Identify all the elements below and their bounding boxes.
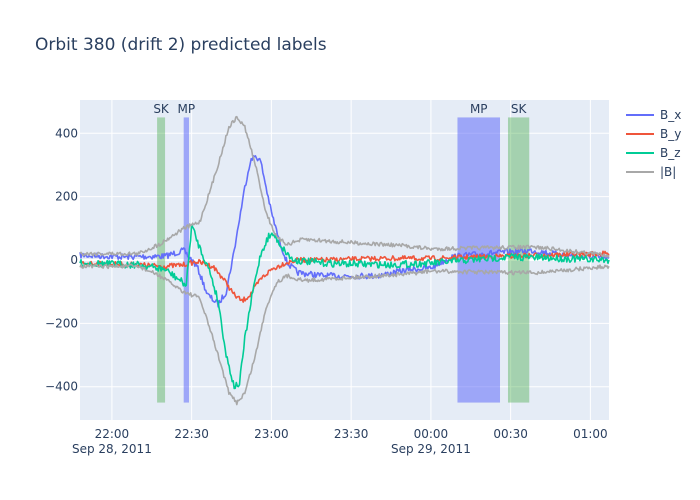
legend[interactable]: B_x B_y B_z |B|: [626, 108, 681, 179]
legend-item[interactable]: B_y: [626, 127, 681, 141]
y-tick-label: 200: [55, 190, 78, 204]
x-tick-label: 00:00: [414, 427, 449, 441]
x-tick-label: 01:00: [573, 427, 608, 441]
legend-item[interactable]: B_x: [626, 108, 681, 122]
series-lines: [79, 115, 610, 406]
series-line-by: [79, 250, 610, 303]
legend-label: B_y: [660, 127, 681, 141]
legend-item[interactable]: |B|: [626, 165, 676, 179]
region-label: SK: [511, 102, 528, 116]
x-tick-label: 22:00: [95, 427, 130, 441]
region-labels: SK MP MP SK: [153, 102, 527, 116]
y-tick-label: −400: [45, 380, 78, 394]
region-label: MP: [178, 102, 196, 116]
chart-title: Orbit 380 (drift 2) predicted labels: [35, 35, 327, 55]
x-tick-date-label: Sep 28, 2011: [72, 442, 152, 456]
series-line-b-magnitude-lower: [79, 263, 610, 406]
series-line-b: [79, 115, 610, 258]
y-tick-label: 0: [70, 253, 78, 267]
x-tick-date-label: Sep 29, 2011: [391, 442, 471, 456]
y-tick-label: −200: [45, 316, 78, 330]
y-tick-label: 400: [55, 126, 78, 140]
x-tick-label: 23:00: [254, 427, 289, 441]
x-tick-label: 22:30: [174, 427, 209, 441]
region-label: MP: [470, 102, 488, 116]
series-line-bz: [79, 223, 610, 390]
region-sk-band: [157, 117, 166, 403]
region-mp-band: [183, 117, 189, 403]
x-tick-label: 23:30: [334, 427, 369, 441]
y-axis: 400 200 0 −200 −400: [45, 126, 78, 393]
legend-item[interactable]: B_z: [626, 146, 681, 160]
legend-label: |B|: [660, 165, 676, 179]
region-label: SK: [153, 102, 170, 116]
legend-label: B_z: [660, 146, 681, 160]
legend-label: B_x: [660, 108, 681, 122]
region-sk-band: [507, 117, 530, 403]
x-tick-label: 00:30: [493, 427, 528, 441]
